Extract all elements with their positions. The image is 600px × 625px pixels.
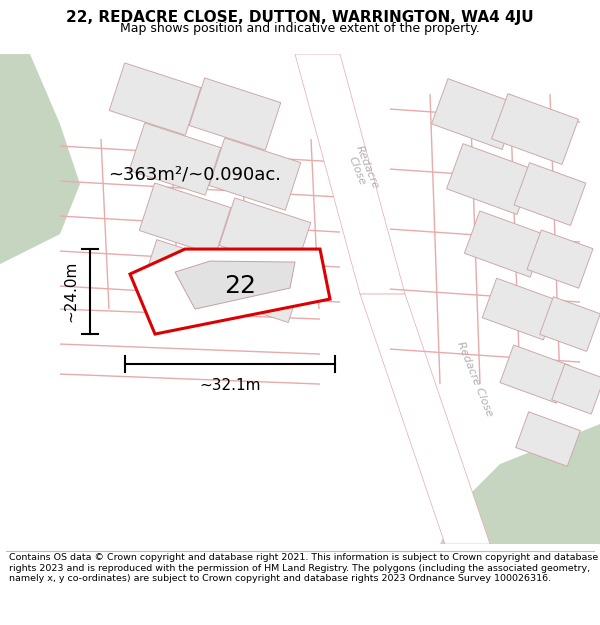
Polygon shape — [539, 297, 600, 351]
Text: Map shows position and indicative extent of the property.: Map shows position and indicative extent… — [120, 22, 480, 35]
Polygon shape — [515, 412, 580, 466]
Polygon shape — [446, 144, 533, 214]
Polygon shape — [209, 138, 301, 210]
Polygon shape — [219, 198, 311, 270]
Polygon shape — [552, 364, 600, 414]
Polygon shape — [142, 239, 228, 309]
Text: Redacre Close: Redacre Close — [455, 340, 494, 418]
Polygon shape — [500, 345, 570, 403]
Text: ~24.0m: ~24.0m — [63, 261, 78, 322]
Text: ~363m²/~0.090ac.: ~363m²/~0.090ac. — [109, 165, 281, 183]
Polygon shape — [175, 261, 295, 309]
Polygon shape — [482, 278, 558, 340]
Polygon shape — [217, 254, 303, 322]
Text: 22, REDACRE CLOSE, DUTTON, WARRINGTON, WA4 4JU: 22, REDACRE CLOSE, DUTTON, WARRINGTON, W… — [66, 10, 534, 25]
Polygon shape — [129, 123, 221, 195]
Polygon shape — [130, 249, 330, 334]
Polygon shape — [0, 54, 80, 264]
Text: 22: 22 — [224, 274, 256, 298]
Polygon shape — [189, 78, 281, 150]
Text: Redacre
Close: Redacre Close — [343, 144, 380, 194]
Polygon shape — [514, 162, 586, 226]
Polygon shape — [464, 211, 545, 277]
Polygon shape — [491, 94, 578, 164]
Polygon shape — [440, 424, 600, 544]
Polygon shape — [295, 54, 405, 294]
Polygon shape — [431, 79, 518, 149]
Text: Contains OS data © Crown copyright and database right 2021. This information is : Contains OS data © Crown copyright and d… — [9, 554, 598, 583]
Polygon shape — [139, 183, 231, 255]
Text: ~32.1m: ~32.1m — [199, 378, 261, 393]
Polygon shape — [360, 294, 490, 544]
Polygon shape — [109, 63, 201, 135]
Polygon shape — [527, 230, 593, 288]
